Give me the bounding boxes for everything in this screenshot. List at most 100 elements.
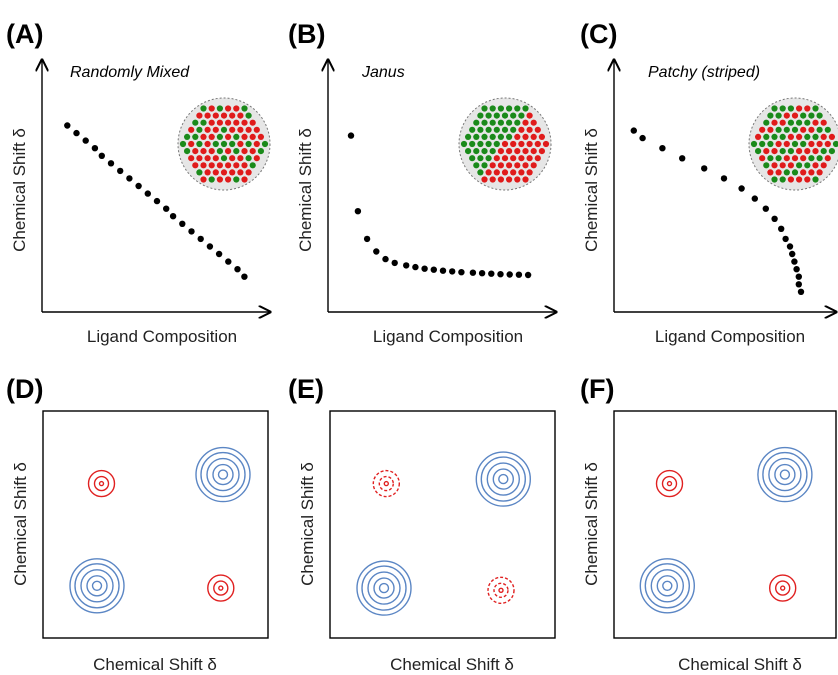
ligand-dot [800, 169, 807, 176]
ligand-dot [216, 148, 223, 155]
ligand-dot [225, 119, 232, 126]
ligand-dot [216, 105, 223, 112]
ligand-dot [220, 112, 228, 119]
ligand-dot [249, 148, 256, 155]
ligand-dot [783, 169, 790, 176]
ligand-dot [771, 176, 778, 183]
data-point [789, 250, 796, 258]
data-point [412, 263, 419, 271]
contour-ring [378, 475, 394, 492]
ligand-dot [510, 140, 517, 148]
data-point [738, 185, 745, 192]
ligand-dot [481, 133, 488, 140]
ligand-dot [501, 112, 509, 119]
data-point [64, 122, 71, 129]
ligand-dot [241, 119, 248, 126]
contour-ring [779, 469, 791, 480]
contour-ring [195, 446, 251, 503]
contour-ring [757, 446, 813, 503]
ligand-dot [522, 133, 529, 140]
contour-ring [206, 457, 240, 492]
ligand-dot [800, 112, 807, 119]
ligand-dot [510, 112, 517, 119]
ligand-dot [204, 126, 211, 133]
ligand-dot [477, 112, 484, 119]
panel-b: (B) Janus Chemical Shift δ Ligand Compos… [288, 19, 556, 346]
ligand-dot [808, 140, 815, 148]
data-point [701, 165, 708, 172]
ligand-dot [233, 133, 240, 140]
ligand-dot [808, 126, 815, 133]
ligand-dot [485, 169, 492, 176]
contour-ring [666, 480, 673, 487]
panel-c-data-points [630, 127, 805, 295]
panel-a-x-label: Ligand Composition [87, 327, 237, 346]
panel-f-contour-peaks [639, 446, 813, 614]
ligand-dot [481, 105, 488, 112]
ligand-dot [225, 148, 232, 155]
ligand-dot [804, 148, 811, 155]
ligand-dot [233, 148, 240, 155]
ligand-dot [526, 126, 533, 133]
data-point [478, 270, 486, 277]
ligand-dot [812, 162, 819, 169]
ligand-dot [787, 162, 795, 169]
ligand-dot [245, 169, 252, 176]
contour-ring [650, 569, 684, 603]
ligand-dot [225, 133, 232, 140]
ligand-dot [237, 140, 244, 148]
ligand-dot [192, 148, 199, 155]
ligand-dot [767, 112, 774, 119]
ligand-dot [257, 133, 264, 140]
nanoparticle-inset-randomly-mixed [177, 97, 271, 191]
ligand-dot [771, 148, 778, 155]
ligand-dot [779, 133, 786, 140]
ligand-dot [196, 126, 203, 133]
ligand-dot [204, 155, 211, 162]
contour-ring [492, 468, 514, 490]
panel-b-x-label: Ligand Composition [373, 327, 523, 346]
ligand-dot [489, 119, 496, 126]
ligand-dot [497, 148, 504, 155]
ligand-dot [796, 133, 803, 140]
data-point [135, 182, 142, 190]
ligand-dot [473, 119, 480, 126]
panel-letter-e: (E) [288, 374, 324, 404]
data-point [449, 268, 456, 275]
contour-ring [378, 582, 390, 594]
data-point [241, 273, 248, 280]
ligand-dot [200, 176, 207, 183]
ligand-dot [245, 112, 252, 119]
data-point [751, 195, 758, 202]
ligand-dot [501, 169, 509, 176]
contour-ring [383, 480, 389, 487]
contour-peak [487, 576, 515, 604]
ligand-dot [506, 119, 513, 126]
data-point [373, 248, 380, 255]
ligand-dot [229, 126, 236, 133]
panel-f-frame [613, 410, 837, 639]
contour-ring [69, 558, 125, 614]
ligand-dot [249, 119, 256, 126]
ligand-dot [216, 133, 223, 140]
ligand-dot [804, 105, 811, 112]
contour-ring [207, 574, 235, 602]
data-point [98, 152, 106, 159]
ligand-dot [208, 148, 215, 155]
ligand-dot [510, 169, 517, 176]
ligand-dot [514, 105, 521, 112]
ligand-dot [787, 133, 795, 140]
nanoparticle-inset-janus [458, 97, 552, 191]
ligand-dot [481, 176, 488, 183]
ligand-dot [192, 119, 199, 126]
ligand-dot [808, 169, 815, 176]
ligand-dot [767, 126, 774, 133]
ligand-dot [518, 126, 525, 133]
ligand-dot [241, 133, 248, 140]
ligand-dot [514, 133, 521, 140]
ligand-dot [820, 148, 827, 155]
data-point [73, 129, 80, 137]
ligand-dot [530, 119, 537, 126]
panel-c-axes [614, 60, 836, 312]
